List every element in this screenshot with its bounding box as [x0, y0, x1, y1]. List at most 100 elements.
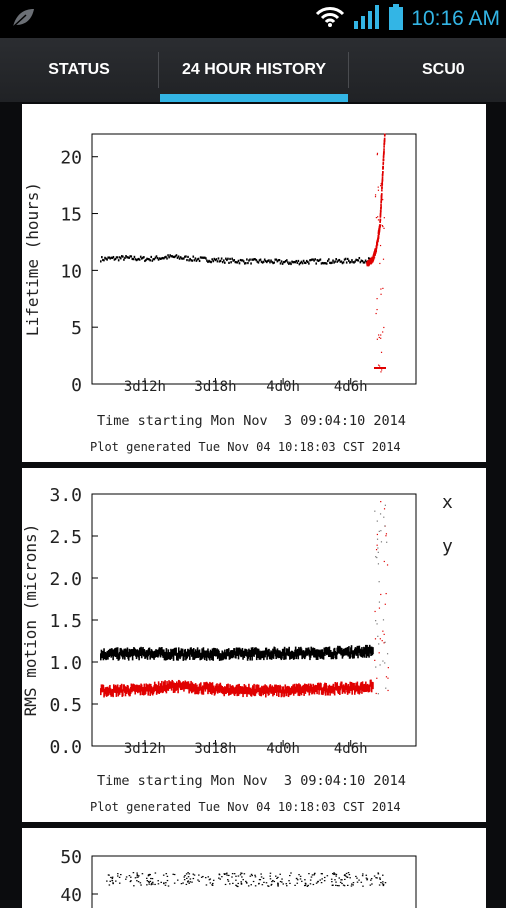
data-point: [326, 259, 329, 262]
data-point: [106, 258, 108, 261]
data-point: [380, 193, 383, 196]
data-point: [276, 877, 278, 880]
data-point: [335, 873, 338, 876]
tab-status[interactable]: STATUS: [48, 61, 110, 78]
data-point: [242, 260, 245, 263]
data-point: [177, 686, 179, 694]
data-point: [241, 876, 243, 878]
data-point: [365, 874, 368, 876]
data-point: [383, 642, 385, 644]
data-point: [385, 535, 387, 537]
data-point: [347, 259, 350, 262]
data-point: [141, 873, 144, 875]
data-point: [387, 667, 389, 669]
data-point: [287, 261, 289, 264]
plot-footer: Plot generated Tue Nov 04 10:18:03 CST 2…: [90, 800, 401, 814]
data-point: [249, 653, 251, 661]
data-point: [334, 260, 336, 263]
plot-footer: Plot generated Tue Nov 04 10:18:03 CST 2…: [90, 440, 401, 454]
data-point: [379, 365, 381, 367]
data-point: [382, 619, 385, 621]
data-point: [304, 882, 307, 884]
data-point: [380, 207, 382, 210]
data-point: [213, 257, 216, 261]
data-point: [152, 883, 154, 885]
data-point: [220, 257, 223, 260]
third-plot: 40 50: [60, 847, 417, 908]
data-point: [188, 873, 191, 875]
data-point: [306, 885, 309, 887]
data-point: [211, 653, 213, 661]
data-point: [353, 682, 355, 690]
data-point: [378, 530, 380, 532]
data-point: [383, 508, 386, 510]
data-point: [192, 652, 194, 660]
x-tick-label: 3d12h: [124, 379, 166, 395]
data-point: [254, 876, 257, 878]
history-list[interactable]: Lifetime (hours) Time starting Mon Nov 3…: [0, 102, 506, 908]
data-point: [165, 686, 168, 694]
data-point: [255, 259, 258, 262]
data-point: [330, 878, 333, 880]
data-point: [374, 510, 376, 512]
data-point: [150, 884, 153, 886]
data-point: [227, 879, 229, 881]
data-point: [228, 883, 231, 885]
data-point: [317, 880, 319, 883]
data-point: [147, 875, 150, 877]
data-point: [183, 879, 186, 881]
data-point: [114, 257, 117, 261]
data-point: [181, 648, 184, 656]
data-point: [235, 261, 238, 264]
data-point: [103, 259, 105, 262]
data-point: [234, 260, 237, 264]
data-point: [279, 262, 282, 265]
data-point: [377, 693, 379, 695]
data-point: [299, 875, 302, 877]
data-point: [169, 254, 171, 257]
third-plot-card: 40 50: [22, 828, 486, 908]
data-point: [380, 198, 383, 202]
data-point: [378, 601, 381, 603]
data-point: [118, 882, 121, 884]
data-point: [365, 644, 367, 652]
data-point: [205, 653, 208, 661]
data-point: [118, 651, 121, 659]
tab-24-hour-history[interactable]: 24 HOUR HISTORY: [181, 61, 327, 78]
data-point: [189, 881, 192, 883]
data-point: [207, 687, 209, 695]
data-point: [378, 336, 380, 339]
data-point: [112, 690, 114, 698]
data-point: [316, 687, 318, 695]
data-point: [140, 646, 142, 654]
data-point: [301, 262, 304, 265]
data-point: [270, 884, 273, 886]
data-point: [283, 689, 286, 697]
data-point: [124, 652, 126, 660]
data-point: [316, 259, 319, 262]
data-point: [108, 884, 111, 886]
data-point: [127, 653, 130, 661]
data-point: [156, 257, 159, 260]
data-point: [268, 259, 270, 262]
data-point: [106, 880, 108, 882]
legend-y: y: [442, 536, 453, 557]
data-point: [345, 261, 348, 264]
data-point: [370, 878, 373, 880]
y-tick-label: 2.5: [49, 527, 82, 548]
data-point: [195, 259, 198, 262]
data-point: [185, 873, 188, 875]
plot-frame: [91, 855, 417, 908]
data-point: [226, 872, 228, 874]
data-point: [297, 259, 300, 263]
data-point: [200, 682, 202, 690]
data-point: [157, 681, 160, 689]
y-tick-label: 0: [71, 375, 82, 396]
data-point: [312, 258, 314, 261]
data-point: [366, 879, 368, 881]
data-point: [142, 256, 144, 259]
data-point: [233, 259, 236, 262]
data-point: [373, 875, 376, 877]
data-point: [383, 137, 386, 140]
tab-scu0[interactable]: SCU0: [422, 61, 465, 78]
